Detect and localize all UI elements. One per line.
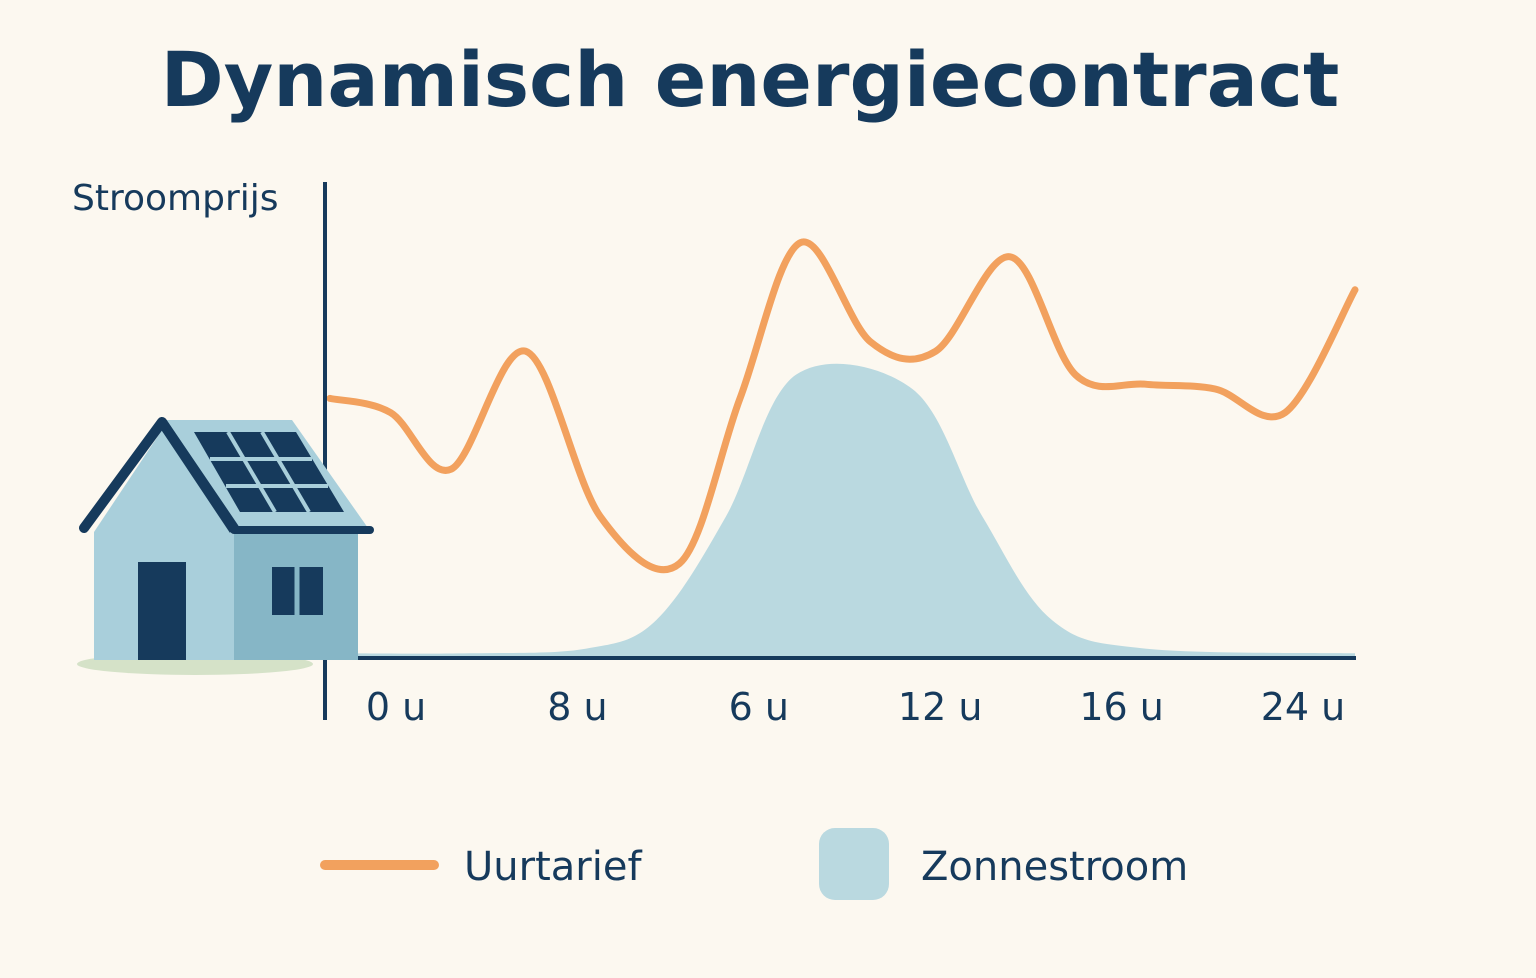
solar-area-layer (330, 363, 1355, 658)
x-tick-label: 0 u (366, 685, 426, 729)
y-axis-label: Stroomprijs (72, 178, 279, 219)
x-tick-label: 12 u (898, 685, 983, 729)
chart-title: Dynamisch energiecontract (161, 35, 1340, 124)
roof-ridge (157, 419, 239, 533)
house-with-solar-panels-icon (77, 417, 374, 675)
uurtarief-line (326, 238, 1359, 574)
x-tick-label: 6 u (729, 685, 789, 729)
legend-swatch-zonnestroom (819, 828, 889, 900)
zonnestroom-area (330, 363, 1355, 658)
x-tick-label: 16 u (1079, 685, 1164, 729)
price-line-layer (326, 238, 1359, 574)
legend-label-uurtarief: Uurtarief (464, 844, 642, 890)
solar-panel-icon (194, 432, 344, 512)
solar-panel-grid (210, 430, 328, 514)
x-tick-labels: 0 u 8 u 6 u 12 u 16 u 24 u (366, 685, 1345, 729)
x-tick-label: 24 u (1261, 685, 1346, 729)
legend: Uurtarief Zonnestroom (320, 828, 1188, 900)
x-tick-label: 8 u (547, 685, 607, 729)
house-door (138, 562, 186, 660)
legend-label-zonnestroom: Zonnestroom (921, 844, 1188, 890)
house-front (94, 430, 234, 660)
